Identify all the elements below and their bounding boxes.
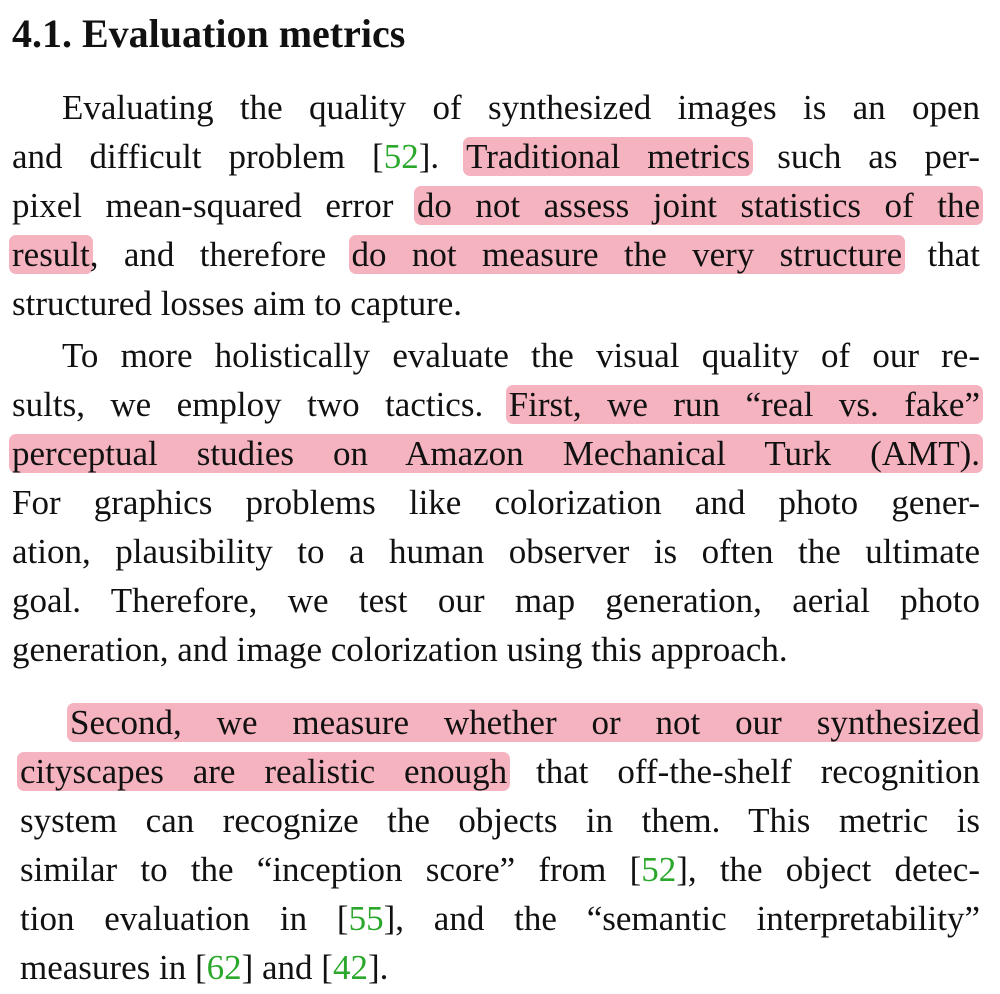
paragraph-2-line: For graphics problems like colorization … bbox=[12, 478, 980, 527]
body-text: ], and the “semantic interpretability” bbox=[383, 899, 980, 938]
body-text: ] and [ bbox=[241, 948, 333, 987]
paragraph-2-line: goal. Therefore, we test our map generat… bbox=[12, 576, 980, 625]
highlighted-text: First, we run “real vs. fake” bbox=[505, 385, 983, 424]
paragraph-1-line: structured losses aim to capture. bbox=[12, 279, 980, 328]
highlighted-text: result bbox=[9, 235, 93, 274]
highlighted-text: cityscapes are realistic enough bbox=[17, 752, 511, 791]
paragraph-1-line: pixel mean-squared error do not assess j… bbox=[12, 181, 984, 230]
body-text: ation, plausibility to a human observer … bbox=[12, 532, 980, 571]
body-text: , and therefore bbox=[89, 235, 352, 274]
body-text: such as per- bbox=[750, 137, 981, 176]
body-text: similar to the “inception score” from [ bbox=[20, 850, 642, 889]
body-text: For graphics problems like colorization … bbox=[12, 483, 980, 522]
highlighted-text: Second, we measure whether or not our sy… bbox=[67, 703, 983, 742]
citation-link[interactable]: 52 bbox=[383, 137, 419, 176]
body-text: tion evaluation in [ bbox=[20, 899, 349, 938]
paragraph-1-line: and difficult problem [52]. Traditional … bbox=[12, 132, 980, 181]
citation-link[interactable]: 55 bbox=[348, 899, 384, 938]
highlighted-text: do not measure the very structure bbox=[348, 235, 906, 274]
body-text: ], the object detec- bbox=[676, 850, 980, 889]
body-text: To more holistically evaluate the visual… bbox=[62, 336, 980, 375]
body-text: pixel mean-squared error bbox=[12, 186, 417, 225]
citation-link[interactable]: 42 bbox=[332, 948, 368, 987]
highlighted-text: Traditional metrics bbox=[463, 137, 754, 176]
paragraph-2-line: To more holistically evaluate the visual… bbox=[12, 331, 980, 380]
paragraph-3-line: system can recognize the objects in them… bbox=[20, 796, 980, 845]
paragraph-3-line: Second, we measure whether or not our sy… bbox=[20, 698, 983, 747]
body-text: goal. Therefore, we test our map generat… bbox=[12, 581, 980, 620]
body-text: Evaluating the quality of synthesized im… bbox=[62, 88, 980, 127]
body-text: ]. bbox=[418, 137, 467, 176]
highlighted-text: perceptual studies on Amazon Mechanical … bbox=[9, 434, 983, 473]
body-text: ]. bbox=[367, 948, 389, 987]
paragraph-3-line: tion evaluation in [55], and the “semant… bbox=[20, 894, 980, 943]
paragraph-2-line: generation, and image colorization using… bbox=[12, 625, 980, 674]
section-heading: 4.1. Evaluation metrics bbox=[12, 11, 406, 56]
paragraph-3-line: measures in [62] and [42]. bbox=[20, 943, 980, 992]
paragraph-3-line: similar to the “inception score” from [5… bbox=[20, 845, 980, 894]
citation-link[interactable]: 62 bbox=[206, 948, 242, 987]
paragraph-2-line: sults, we employ two tactics. First, we … bbox=[12, 380, 983, 429]
body-text: that bbox=[902, 235, 981, 274]
paragraph-2-line: perceptual studies on Amazon Mechanical … bbox=[9, 429, 983, 478]
highlighted-text: do not assess joint statistics of the bbox=[413, 186, 984, 225]
body-text: and difficult problem [ bbox=[12, 137, 384, 176]
paragraph-1-line: result, and therefore do not measure the… bbox=[9, 230, 981, 279]
body-text: that off-the-shelf recognition bbox=[507, 752, 980, 791]
body-text: structured losses aim to capture. bbox=[12, 284, 463, 323]
body-text: system can recognize the objects in them… bbox=[20, 801, 980, 840]
body-text: generation, and image colorization using… bbox=[12, 630, 788, 669]
paragraph-1-line: Evaluating the quality of synthesized im… bbox=[12, 83, 980, 132]
citation-link[interactable]: 52 bbox=[641, 850, 677, 889]
body-text: measures in [ bbox=[20, 948, 207, 987]
paragraph-3-line: cityscapes are realistic enough that off… bbox=[17, 747, 980, 796]
body-text: sults, we employ two tactics. bbox=[12, 385, 509, 424]
paragraph-2-line: ation, plausibility to a human observer … bbox=[12, 527, 980, 576]
